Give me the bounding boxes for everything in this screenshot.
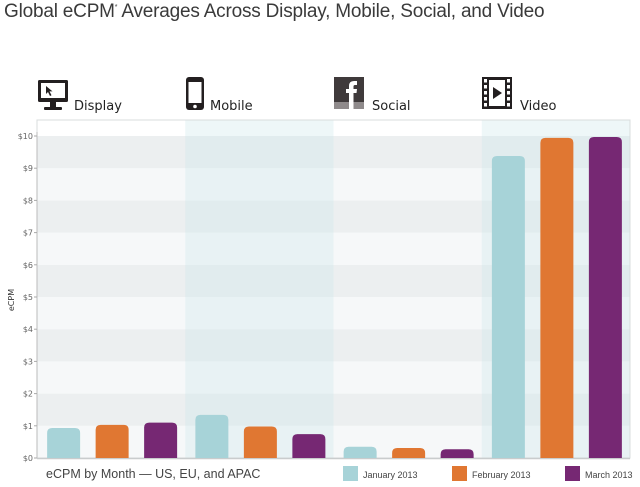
bar-display-february-2013	[95, 424, 129, 458]
title-footnote-mark: *	[114, 4, 118, 11]
bar	[195, 414, 229, 458]
bar	[392, 448, 426, 458]
y-tick-label: $7	[23, 229, 33, 238]
bar	[243, 426, 277, 458]
category-header-display: Display	[38, 80, 122, 114]
grid-band	[37, 168, 630, 201]
category-label: Display	[74, 99, 122, 114]
grid-band	[37, 361, 630, 394]
y-tick-label: $6	[23, 261, 33, 270]
bar-social-february-2013	[392, 448, 426, 458]
category-headers: Display Mobile Social Video	[38, 77, 556, 114]
category-column-highlight	[185, 120, 334, 458]
legend-label: February 2013	[472, 470, 531, 480]
grid-band	[37, 200, 630, 233]
bar-display-january-2013	[47, 428, 81, 458]
y-tick-label: $10	[18, 132, 33, 141]
bar-video-january-2013	[491, 155, 525, 459]
grid-band	[37, 136, 630, 169]
chart-title-text: Global eCPM* Averages Across Display, Mo…	[4, 1, 545, 22]
legend-swatch	[452, 466, 467, 481]
chart-caption: eCPM by Month — US, EU, and APAC	[46, 467, 260, 481]
y-axis-label: eCPM	[7, 289, 16, 311]
y-axis: $0 $1 $2 $3 $4 $5 $6 $7 $8 $9 $10	[18, 132, 630, 463]
category-header-mobile: Mobile	[186, 77, 253, 114]
bar	[47, 428, 81, 458]
grid-band	[37, 425, 630, 458]
grid-band	[37, 329, 630, 362]
y-tick-label: $2	[23, 390, 33, 399]
bar-video-february-2013	[540, 137, 574, 458]
bar	[343, 446, 377, 458]
bars	[47, 136, 622, 459]
y-tick-label: $3	[23, 357, 33, 366]
grid-band	[37, 393, 630, 426]
bar	[292, 434, 326, 458]
monitor-icon	[38, 80, 68, 110]
bar	[440, 449, 474, 458]
film-icon	[482, 77, 512, 109]
bar-display-march-2013	[144, 422, 178, 458]
chart-title: Global eCPM* Averages Across Display, Mo…	[4, 1, 545, 23]
smartphone-icon	[186, 77, 204, 110]
bar-social-january-2013	[343, 446, 377, 458]
legend-label: January 2013	[363, 470, 418, 480]
legend-item: February 2013	[452, 466, 531, 481]
y-tick-label: $5	[23, 293, 33, 302]
facebook-icon	[334, 77, 364, 109]
grid-band	[37, 232, 630, 265]
y-tick-label: $0	[23, 454, 33, 463]
bar-social-march-2013	[440, 449, 474, 458]
bar	[588, 136, 622, 458]
legend-item: March 2013	[565, 466, 633, 481]
category-header-video: Video	[482, 77, 556, 114]
bar	[540, 137, 574, 458]
bar-mobile-january-2013	[195, 414, 229, 458]
y-tick-label: $1	[23, 422, 33, 431]
legend-swatch	[343, 466, 358, 481]
bar-mobile-march-2013	[292, 434, 326, 458]
bar	[95, 424, 129, 458]
category-label: Mobile	[210, 99, 253, 114]
category-header-social: Social	[334, 77, 411, 114]
y-tick-label: $8	[23, 196, 33, 205]
category-label: Social	[372, 99, 411, 114]
bar-video-march-2013	[588, 136, 622, 458]
legend-label: March 2013	[585, 470, 633, 480]
legend-item: January 2013	[343, 466, 418, 481]
grid-band	[37, 297, 630, 330]
bar-mobile-february-2013	[243, 426, 277, 458]
bar	[144, 422, 178, 458]
y-tick-label: $4	[23, 325, 33, 334]
legend: January 2013 February 2013 March 2013	[343, 466, 633, 481]
category-label: Video	[520, 99, 556, 114]
y-tick-label: $9	[23, 164, 33, 173]
bar	[491, 155, 525, 459]
legend-swatch	[565, 466, 580, 481]
grid-band	[37, 264, 630, 297]
